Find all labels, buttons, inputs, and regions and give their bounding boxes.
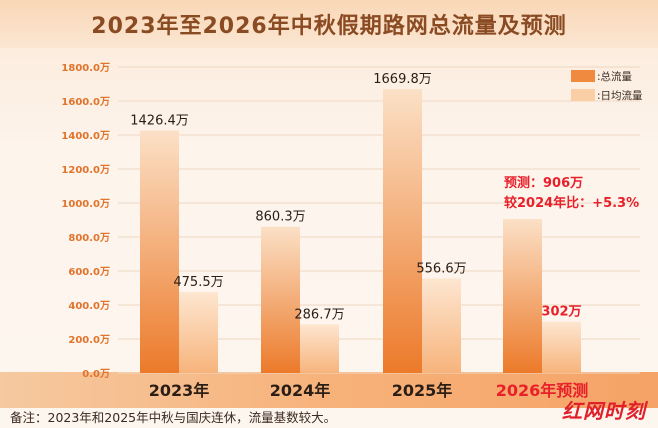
bar-daily <box>179 292 218 373</box>
y-tick-label: 600.0万 <box>68 266 110 278</box>
bar-total <box>140 130 179 373</box>
y-tick-label: 800.0万 <box>68 232 110 244</box>
bar-total <box>503 218 542 373</box>
title-band <box>0 0 658 48</box>
y-tick-label: 1400.0万 <box>61 130 110 142</box>
forecast-annotation: 预测：906万 <box>504 175 583 191</box>
bar-total <box>261 226 300 373</box>
data-label-daily: 302万 <box>541 305 581 320</box>
chart-title: 2023年至2026年中秋假期路网总流量及预测 <box>91 14 567 39</box>
data-label-daily: 556.6万 <box>416 261 466 276</box>
bar-daily <box>300 324 339 373</box>
footnote: 备注：2023年和2025年中秋与国庆连休，流量基数较大。 <box>10 410 337 425</box>
bar-daily <box>422 278 461 373</box>
y-tick-label: 1800.0万 <box>61 62 110 74</box>
legend-label: :日均流量 <box>597 89 643 102</box>
bar-total <box>383 89 422 373</box>
data-label-daily: 286.7万 <box>294 307 344 322</box>
y-tick-label: 1600.0万 <box>61 96 110 108</box>
data-label-daily: 475.5万 <box>173 275 223 290</box>
forecast-annotation: 较2024年比：+5.3% <box>504 195 639 211</box>
legend-swatch <box>571 89 595 101</box>
x-category-label: 2023年 <box>149 381 210 400</box>
y-tick-label: 0.0万 <box>82 368 110 380</box>
data-label-total: 1669.8万 <box>373 72 432 87</box>
y-tick-label: 400.0万 <box>68 300 110 312</box>
watermark-logo: 红网时刻 <box>562 399 646 423</box>
x-category-label: 2025年 <box>392 381 453 400</box>
bar-daily <box>542 321 581 373</box>
y-tick-label: 1000.0万 <box>61 198 110 210</box>
y-tick-label: 200.0万 <box>68 334 110 346</box>
x-category-label: 2026年预测 <box>496 381 589 400</box>
y-tick-label: 1200.0万 <box>61 164 110 176</box>
legend-swatch <box>571 70 595 82</box>
data-label-total: 860.3万 <box>255 210 305 225</box>
category-axis-band <box>0 372 658 408</box>
x-category-label: 2024年 <box>270 381 331 400</box>
data-label-total: 1426.4万 <box>130 114 189 129</box>
legend-label: :总流量 <box>597 70 633 83</box>
